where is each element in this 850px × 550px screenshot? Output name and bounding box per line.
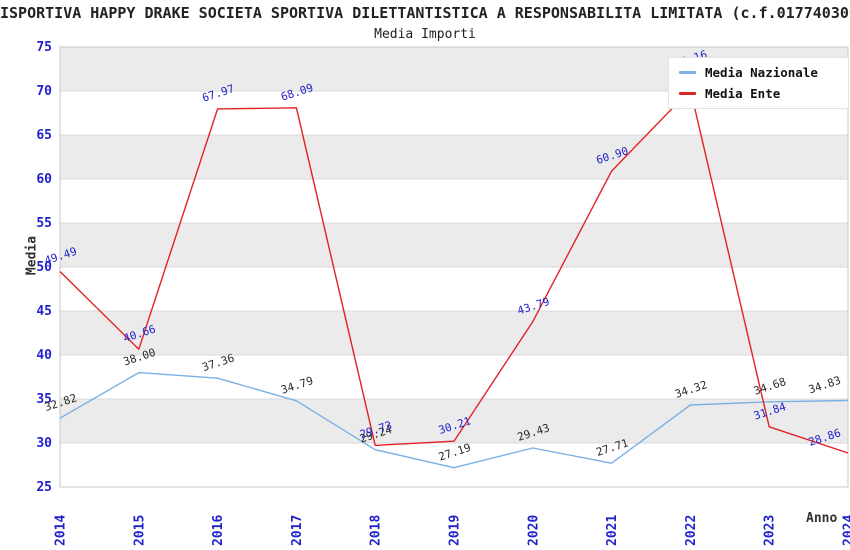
data-point-label: 34.79 (279, 374, 315, 397)
x-tick-label: 2022 (684, 515, 699, 546)
line-swatch-icon (679, 91, 696, 95)
x-tick-label: 2015 (132, 515, 147, 546)
x-tick-label: 2017 (290, 515, 305, 546)
y-tick-label: 65 (36, 128, 52, 143)
x-tick-label: 2019 (448, 515, 463, 546)
y-tick-label: 55 (36, 216, 52, 231)
y-tick-label: 75 (36, 40, 52, 55)
y-tick-label: 70 (36, 84, 52, 99)
y-tick-label: 40 (36, 348, 52, 363)
x-tick-label: 2021 (605, 515, 620, 546)
x-tick-label: 2014 (54, 515, 69, 546)
plot-band (60, 223, 848, 267)
data-point-label: 34.83 (807, 374, 843, 397)
series-line (59, 88, 849, 454)
y-tick-label: 60 (36, 172, 52, 187)
legend-label: Media Nazionale (705, 65, 818, 81)
y-tick-label: 35 (36, 392, 52, 407)
data-point-label: 34.32 (673, 378, 709, 401)
chart-subtitle: Media Importi (374, 27, 476, 42)
legend-label: Media Ente (705, 85, 781, 101)
data-point-label: 27.19 (437, 441, 473, 464)
plot-band (60, 311, 848, 355)
chart-legend: Media Nazionale Media Ente (668, 57, 849, 109)
plot-border (59, 46, 849, 488)
x-tick-label: 2020 (526, 515, 541, 546)
legend-entry-ente: Media Ente (679, 86, 848, 101)
legend-entry-nazionale: Media Nazionale (679, 65, 848, 80)
x-tick-label: 2018 (369, 515, 384, 546)
plot-band (60, 135, 848, 179)
y-tick-label: 50 (36, 260, 52, 275)
x-axis-label: Anno (806, 511, 838, 526)
y-tick-label: 45 (36, 304, 52, 319)
y-tick-label: 30 (36, 436, 52, 451)
chart-title: ISPORTIVA HAPPY DRAKE SOCIETA SPORTIVA D… (0, 4, 850, 22)
x-tick-label: 2023 (763, 515, 778, 546)
x-tick-label: 2024 (842, 515, 850, 546)
plot-band (60, 399, 848, 443)
series-line (59, 371, 849, 469)
line-swatch-icon (679, 71, 696, 75)
y-tick-label: 25 (36, 480, 52, 495)
x-tick-label: 2016 (211, 515, 226, 546)
